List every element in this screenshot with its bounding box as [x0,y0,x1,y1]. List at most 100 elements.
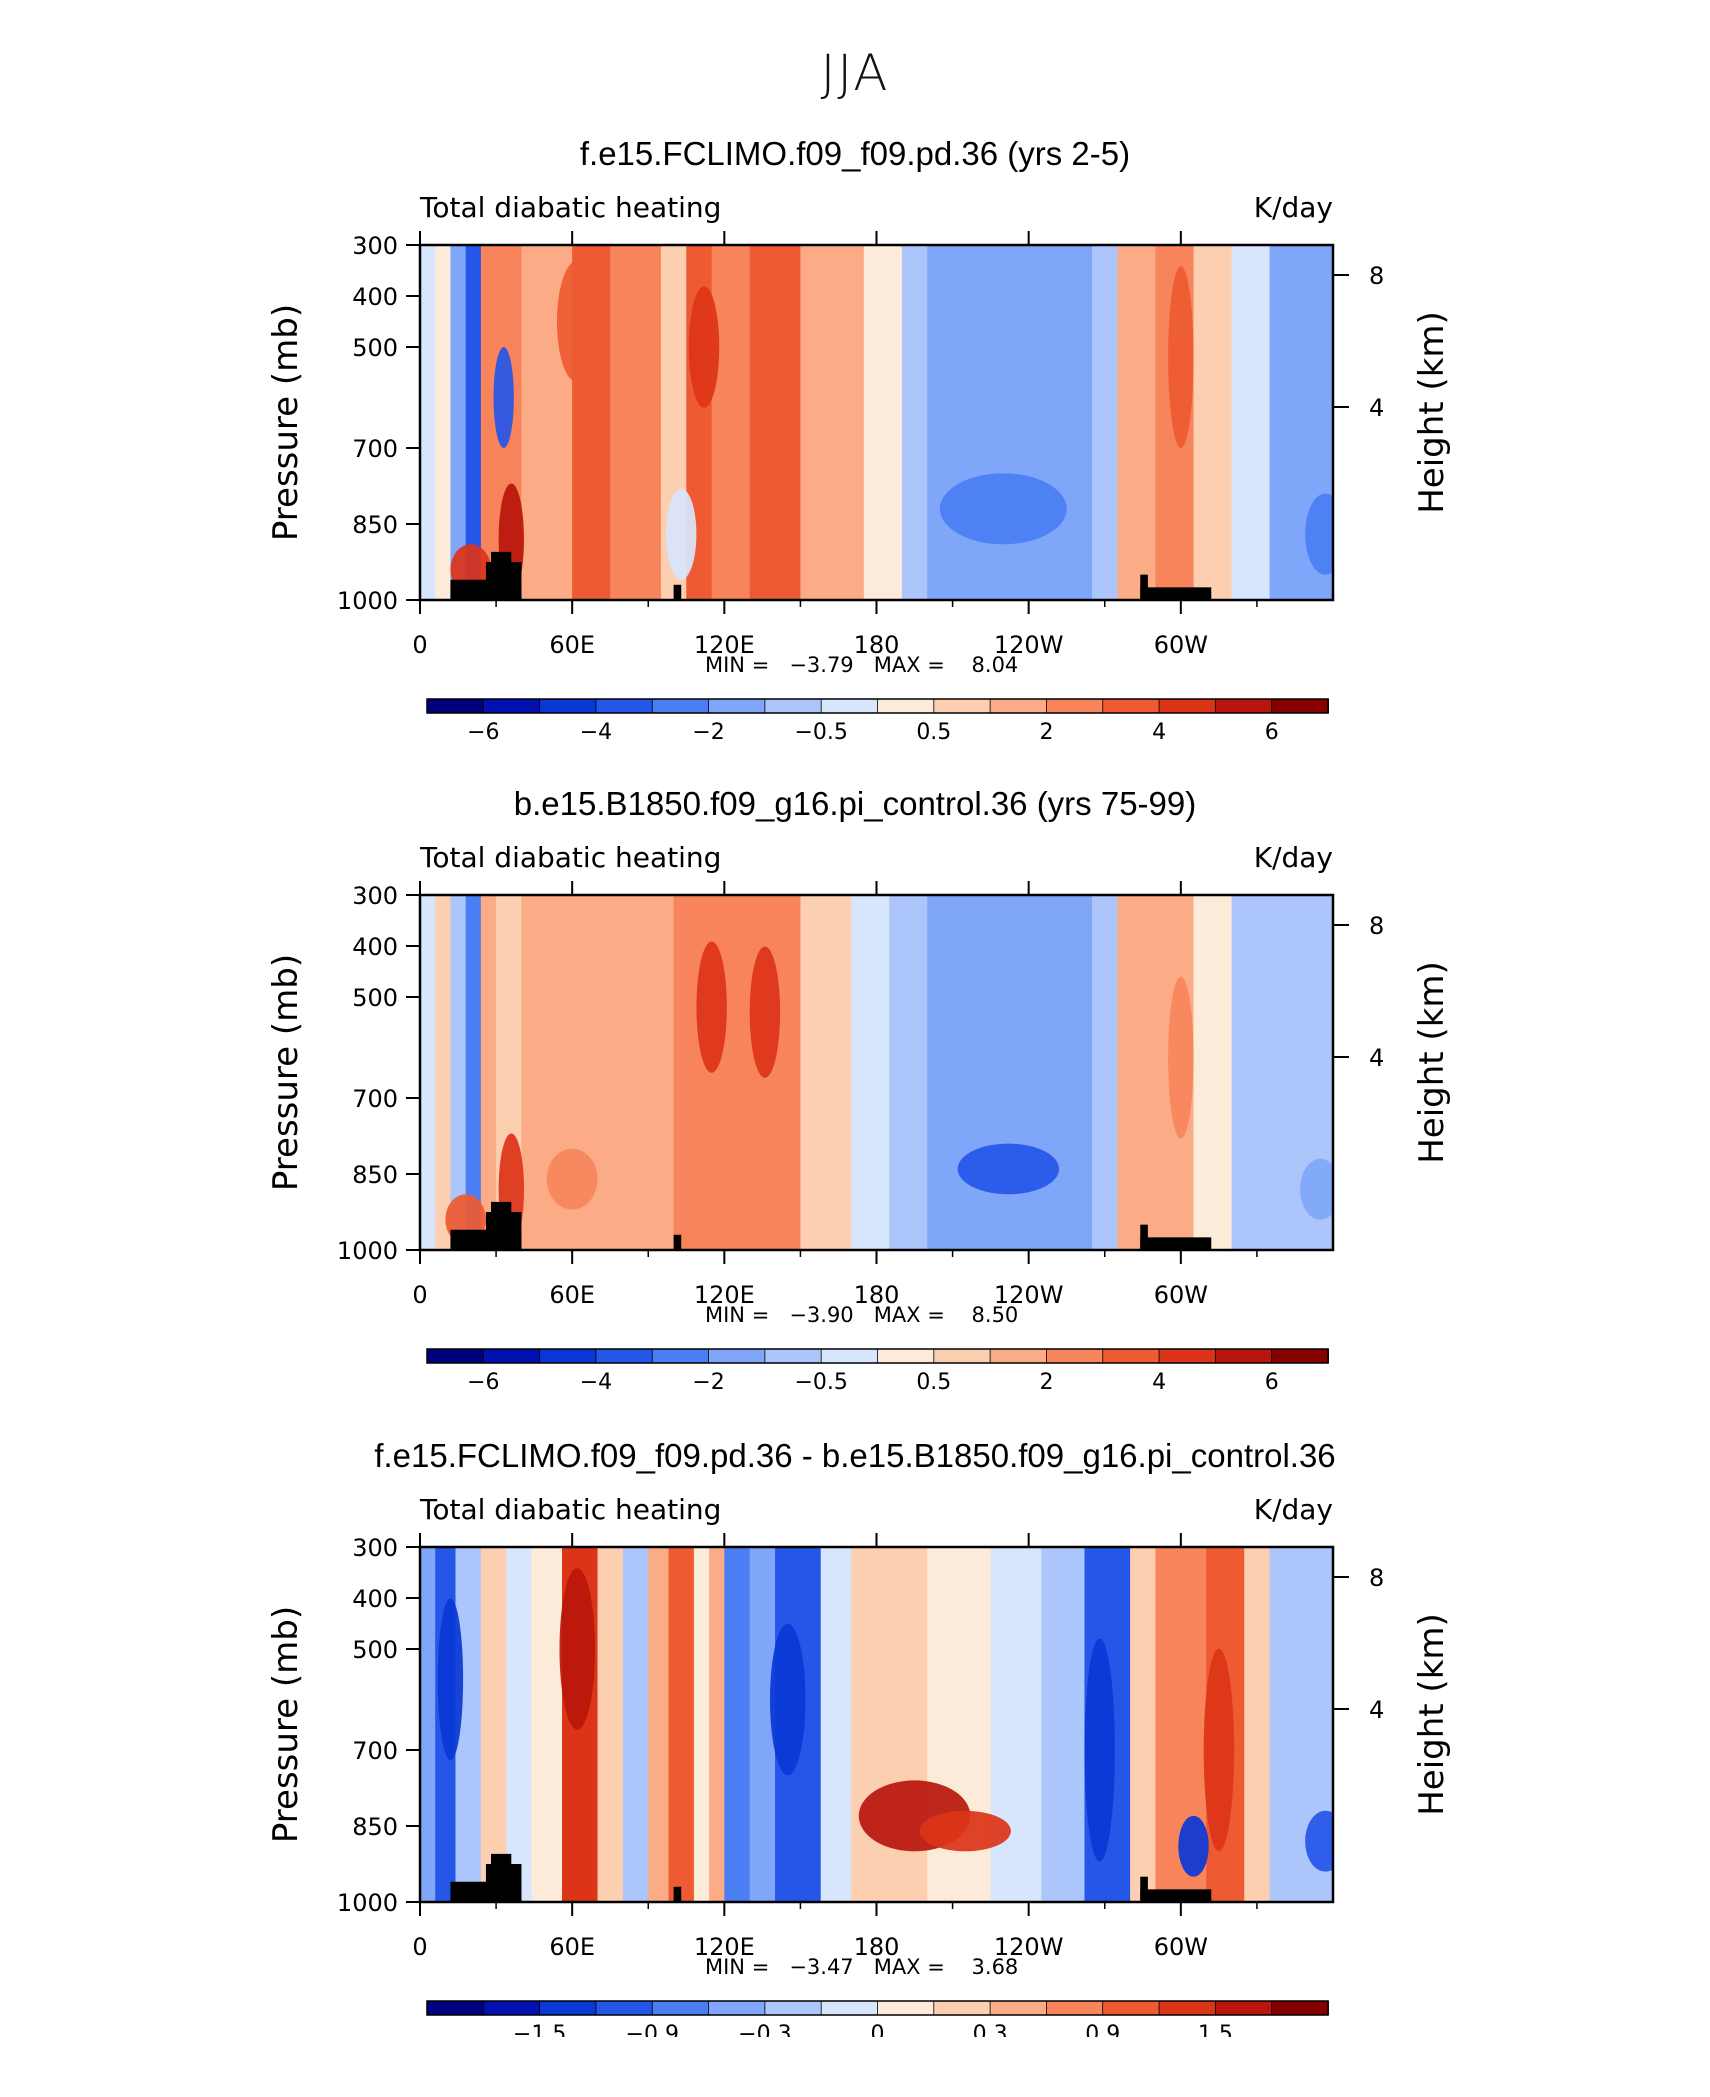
y2-tick-label: 4 [1369,1044,1384,1072]
heatmap-field [420,895,1333,1250]
colorbar-swatch [1271,698,1329,714]
colorbar-swatch [877,1348,935,1364]
heating-band [1092,245,1119,600]
heating-blob [939,473,1067,545]
panel-total-heating-difference: f.e15.FCLIMO.f09_f09.pd.36 - b.e15.B1850… [0,1437,1710,2097]
heating-band [1028,895,1093,1250]
heating-blob [437,1598,464,1761]
heating-blob [919,1810,1011,1852]
y-tick-label: 300 [352,882,398,910]
colorbar-label: 2 [1039,1370,1053,1395]
heating-blob [759,296,791,418]
colorbar-swatch [989,2000,1048,2016]
heating-band [693,1547,710,1902]
heating-band [1028,245,1093,600]
colorbar-swatch [595,1348,654,1364]
x-tick-label: 120W [994,1933,1064,1961]
colorbar-label: −0.5 [794,720,847,745]
heating-blob [688,286,720,408]
colorbar-label: −6 [467,1370,499,1395]
heating-band [990,1547,1042,1902]
colorbar-frame [426,698,1329,714]
topography-mask [491,1853,512,1902]
colorbar-swatch [708,698,766,714]
y-tick-label: 400 [352,1585,398,1613]
colorbar-label: −6 [467,720,499,745]
heating-band [1130,1547,1157,1902]
heatmap-field [420,245,1333,600]
heating-blob [1300,1158,1333,1220]
heating-band [1092,895,1119,1250]
colorbar-swatch [539,698,597,714]
heating-band [901,245,928,600]
heating-band [1117,895,1157,1250]
topography-mask [491,1201,512,1250]
colorbar-label: 6 [1265,1370,1279,1395]
heating-blob [769,1623,806,1776]
heating-band [863,245,903,600]
heating-band [673,895,700,1250]
colorbar-swatch [1158,698,1217,714]
colorbar-swatch [426,2000,485,2016]
x-tick-label: 120E [694,1281,755,1309]
heatmap-field [420,1547,1333,1902]
topography-mask [673,584,682,600]
heating-blob [1305,493,1333,575]
heating-blob [1178,1815,1209,1877]
panel-plot: Total diabatic heating K/day3004005007008… [266,841,1452,1395]
colorbar-swatch [1158,2000,1217,2016]
colorbar-swatch [1271,1348,1329,1364]
y2-tick-label: 4 [1369,1696,1384,1724]
colorbar-swatch [764,2000,823,2016]
heating-blob [1084,1638,1115,1862]
panel-plot: Total diabatic heating K/day3004005007008… [266,191,1452,745]
x-tick-label: 60W [1154,1281,1208,1309]
colorbar-label: 0.5 [916,720,951,745]
panel-plot: Total diabatic heating K/day3004005007008… [266,1493,1452,2037]
panel-title: f.e15.FCLIMO.f09_f09.pd.36 (yrs 2-5) [579,135,1131,172]
colorbar-label: 0.9 [1085,2022,1120,2037]
heating-band [1041,1547,1086,1902]
field-label: Total diabatic heating [419,841,721,874]
colorbar-swatch [820,698,879,714]
colorbar-swatch [482,698,541,714]
heating-band [506,1547,533,1902]
colorbar-swatch [482,2000,541,2016]
field-label: Total diabatic heating [419,191,721,224]
y2-tick-label: 8 [1369,262,1384,290]
panel-total-heating-pd: f.e15.FCLIMO.f09_f09.pd.36 (yrs 2-5) Tot… [0,135,1710,795]
colorbar-swatch [933,1348,992,1364]
y-tick-label: 850 [352,1813,398,1841]
colorbar-swatch [1102,2000,1160,2016]
panel-title: f.e15.FCLIMO.f09_f09.pd.36 - b.e15.B1850… [374,1437,1336,1474]
y-axis-title: Pressure (mb) [266,304,306,541]
heating-blob [556,260,598,383]
heating-band [889,895,928,1250]
panel-total-heating-pi-control: b.e15.B1850.f09_g16.pi_control.36 (yrs 7… [0,785,1710,1445]
heating-blob [493,347,514,448]
colorbar-swatch [708,2000,766,2016]
heating-band [480,1547,507,1902]
heating-band [1244,1547,1271,1902]
heating-band [450,895,467,1250]
colorbar-swatch [1102,698,1160,714]
colorbar-swatch [651,698,710,714]
heating-blob [559,1568,595,1730]
heating-band [927,245,1030,600]
colorbar-swatch [426,1348,485,1364]
heating-blob [1168,976,1194,1139]
heating-band [435,245,452,600]
heating-band [711,245,751,600]
colorbar-swatch [933,698,992,714]
heating-band [435,895,452,1250]
heating-blob [1203,1648,1235,1852]
heating-band [480,895,497,1250]
y2-tick-label: 4 [1369,394,1384,422]
y-tick-label: 300 [352,1534,398,1562]
y2-axis-title: Height (km) [1412,961,1452,1164]
panel-title: b.e15.B1850.f09_g16.pi_control.36 (yrs 7… [513,785,1197,822]
y2-tick-label: 8 [1369,912,1384,940]
heating-band [749,895,802,1250]
x-tick-label: 120W [994,631,1064,659]
heating-band [465,245,482,600]
